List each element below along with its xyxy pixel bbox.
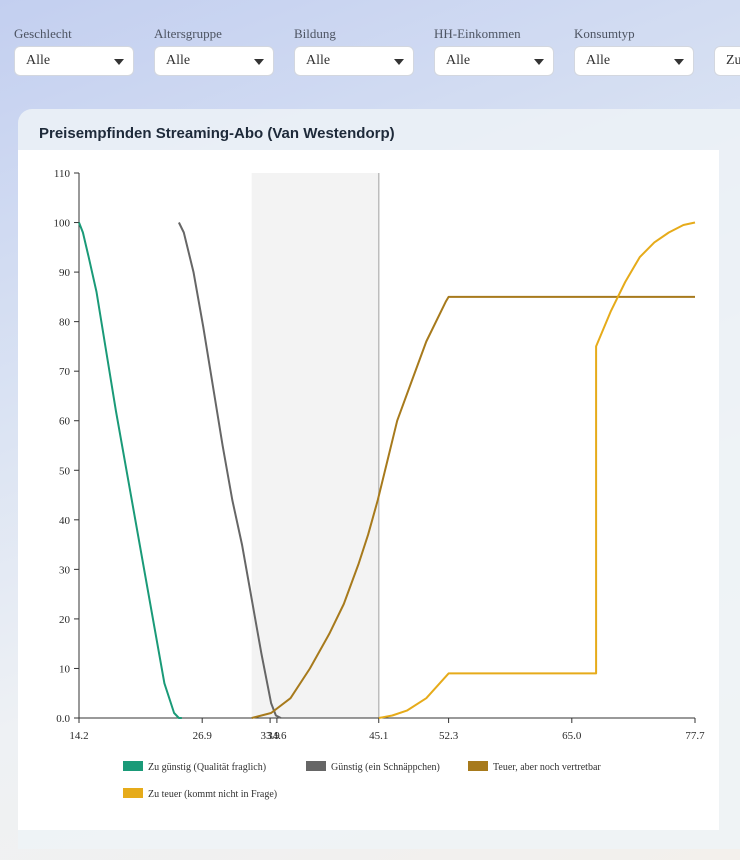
series-line-2 <box>178 222 282 719</box>
konsumtyp-select[interactable]: Alle <box>574 46 694 76</box>
y-tick-label: 110 <box>54 168 71 180</box>
filter-label: HH-Einkommen <box>434 26 521 41</box>
x-tick-label: 45.1 <box>369 730 388 742</box>
y-tick-label: 70 <box>59 366 71 378</box>
filter-label: Geschlecht <box>14 26 72 41</box>
geschlecht-select[interactable]: Alle <box>14 46 134 76</box>
x-tick-label: 26.9 <box>193 730 213 742</box>
filter-extra: Zu <box>714 26 740 76</box>
x-tick-label: 77.7 <box>685 730 705 742</box>
legend-swatch <box>306 761 326 771</box>
x-tick-label: 52.3 <box>439 730 459 742</box>
altersgruppe-select[interactable]: Alle <box>154 46 274 76</box>
acceptable-range-band <box>251 173 379 718</box>
filter-hh-einkommen: HH-Einkommen Alle <box>434 26 554 76</box>
y-tick-label: 50 <box>59 465 71 477</box>
y-tick-label: 0.0 <box>56 713 70 725</box>
x-tick-label: 65.0 <box>562 730 582 742</box>
x-tick-label: 14.2 <box>69 730 88 742</box>
y-tick-label: 20 <box>59 614 71 626</box>
series-line-1 <box>78 222 182 719</box>
chart-card: Preisempfinden Streaming-Abo (Van Westen… <box>18 109 740 849</box>
select-value: Alle <box>586 53 611 68</box>
filter-label: Bildung <box>294 26 336 41</box>
extra-select[interactable]: Zu <box>714 46 740 76</box>
filter-konsumtyp: Konsumtyp Alle <box>574 26 694 76</box>
chevron-down-icon <box>254 59 264 65</box>
x-tick-label: 34.6 <box>267 730 287 742</box>
filter-altersgruppe: Altersgruppe Alle <box>154 26 274 76</box>
legend-label: Zu teuer (kommt nicht in Frage) <box>148 789 277 800</box>
legend-swatch <box>468 761 488 771</box>
chevron-down-icon <box>674 59 684 65</box>
chevron-down-icon <box>394 59 404 65</box>
y-tick-label: 60 <box>59 416 71 428</box>
legend-label: Zu günstig (Qualität fraglich) <box>148 762 266 773</box>
y-tick-label: 30 <box>59 564 71 576</box>
select-value: Alle <box>166 53 191 68</box>
series-line-4 <box>378 221 696 719</box>
x-tick-label: 33.9 <box>260 730 280 742</box>
filter-bildung: Bildung Alle <box>294 26 414 76</box>
select-value: Alle <box>446 53 471 68</box>
price-sensitivity-chart: 0.0 10 20 30 40 50 60 70 80 90 100 110 14.2 26.9 33.93… <box>54 168 706 800</box>
chart-title: Preisempfinden Streaming-Abo (Van Westen… <box>39 125 395 142</box>
legend-label: Günstig (ein Schnäppchen) <box>331 762 440 773</box>
hh-einkommen-select[interactable]: Alle <box>434 46 554 76</box>
y-tick-label: 10 <box>59 663 71 675</box>
y-tick-label: 80 <box>59 317 71 329</box>
filter-bar: Geschlecht Alle Altersgruppe Alle Bildun… <box>14 26 740 86</box>
filter-label: Altersgruppe <box>154 26 222 41</box>
y-tick-label: 100 <box>54 218 71 230</box>
legend-label: Teuer, aber noch vertretbar <box>493 762 601 773</box>
legend-swatch <box>123 761 143 771</box>
filter-geschlecht: Geschlecht Alle <box>14 26 134 76</box>
filter-label: Konsumtyp <box>574 26 635 41</box>
select-value: Zu <box>726 53 740 68</box>
select-value: Alle <box>26 53 51 68</box>
legend-swatch <box>123 788 143 798</box>
bildung-select[interactable]: Alle <box>294 46 414 76</box>
chevron-down-icon <box>534 59 544 65</box>
y-tick-label: 90 <box>59 267 71 279</box>
select-value: Alle <box>306 53 331 68</box>
chevron-down-icon <box>114 59 124 65</box>
series-line-3 <box>251 295 695 719</box>
y-tick-label: 40 <box>59 515 71 527</box>
filter-label <box>714 26 740 42</box>
